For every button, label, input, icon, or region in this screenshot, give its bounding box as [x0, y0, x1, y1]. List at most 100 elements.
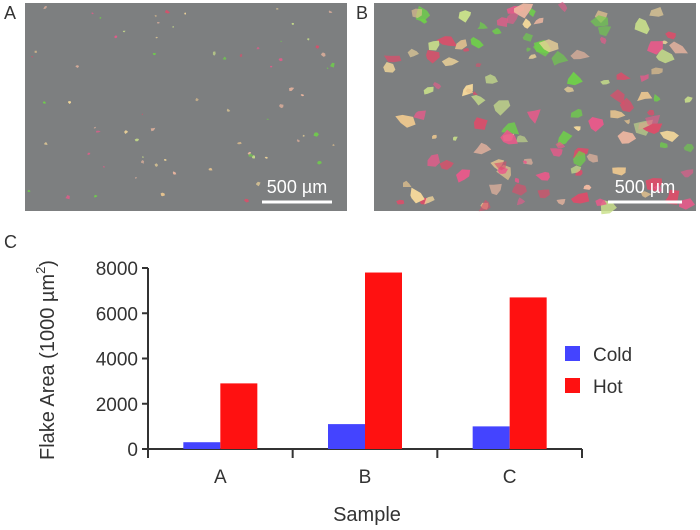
flake	[212, 51, 216, 56]
flake	[432, 82, 442, 90]
flake	[656, 48, 675, 64]
flake	[475, 63, 482, 67]
flake	[506, 11, 519, 25]
flake	[135, 177, 137, 179]
flake	[527, 109, 541, 124]
y-tick-label: 0	[127, 440, 138, 461]
y-tick-label: 4000	[96, 350, 138, 371]
flake	[597, 26, 612, 37]
flake	[396, 199, 405, 205]
flake	[27, 189, 31, 192]
micrograph-a-flakes	[27, 6, 335, 203]
flake	[478, 199, 491, 212]
flake	[462, 48, 470, 52]
flake	[313, 132, 319, 137]
y-axis-label-main: Flake Area (1000 µm	[37, 274, 59, 460]
flake	[426, 50, 440, 64]
flake	[516, 135, 529, 143]
legend-label-hot: Hot	[593, 377, 623, 398]
flake	[557, 1, 568, 13]
flake	[642, 123, 663, 134]
flake	[528, 54, 537, 59]
flake	[624, 119, 630, 125]
micrograph-b-background	[374, 3, 696, 211]
bar-cold-a	[183, 442, 221, 449]
flake	[491, 27, 502, 35]
flake	[289, 87, 295, 92]
flake	[647, 109, 655, 116]
bar-hot-b	[365, 272, 402, 449]
flake	[330, 62, 335, 68]
flake	[432, 134, 437, 139]
flake	[152, 53, 156, 56]
flake	[473, 117, 488, 130]
legend-label-cold: Cold	[593, 345, 632, 366]
flake	[226, 108, 231, 112]
flake	[494, 161, 507, 171]
y-axis-label: Flake Area (1000 µm2)	[33, 260, 59, 460]
flake	[555, 141, 566, 149]
flake	[669, 41, 688, 54]
bar-cold-b	[328, 424, 365, 449]
flake	[156, 22, 160, 24]
flake	[164, 159, 167, 161]
flake	[413, 110, 426, 120]
flake	[172, 26, 174, 28]
flake	[640, 191, 652, 198]
x-axis-label: Sample	[333, 504, 401, 526]
flake	[395, 114, 416, 128]
flake	[549, 148, 563, 157]
flake	[660, 142, 668, 149]
flake	[251, 155, 255, 159]
flake	[67, 101, 72, 104]
flake	[424, 196, 435, 205]
flake	[651, 67, 663, 75]
flake	[600, 79, 610, 85]
y-ticks: 0 2000 4000 6000 8000	[96, 259, 148, 461]
flake	[87, 152, 91, 155]
y-axis-label-superscript: 2	[33, 267, 48, 274]
flake	[456, 169, 471, 183]
flake	[332, 143, 335, 146]
flake	[172, 171, 177, 175]
flake	[535, 171, 550, 181]
flake	[599, 36, 607, 45]
x-tick-label: C	[503, 467, 517, 488]
flake	[208, 167, 213, 171]
flake	[649, 7, 664, 17]
flake	[538, 39, 559, 53]
flake	[514, 177, 520, 184]
flake	[617, 131, 637, 144]
flake	[637, 91, 653, 102]
flake	[102, 166, 105, 168]
flake	[403, 180, 412, 187]
flake	[680, 169, 694, 178]
flake	[134, 138, 139, 142]
flake	[473, 142, 492, 155]
flake	[645, 114, 661, 126]
x-tick-label: B	[359, 467, 372, 488]
flake	[522, 160, 527, 165]
flake	[383, 62, 396, 73]
x-tick-label: A	[214, 467, 227, 488]
flake	[96, 130, 101, 133]
flake	[155, 36, 158, 39]
flake	[142, 156, 144, 158]
flake	[248, 153, 254, 157]
flake	[315, 45, 320, 49]
scale-label-b: 500 µm	[615, 177, 675, 197]
flake	[556, 199, 566, 206]
flake	[411, 8, 423, 18]
panel-label-b: B	[356, 3, 369, 23]
flake	[436, 36, 458, 47]
flake	[99, 17, 102, 19]
flake	[256, 181, 261, 187]
flake	[300, 94, 304, 97]
flake	[551, 50, 569, 66]
flake	[653, 94, 661, 102]
flake	[496, 17, 509, 27]
flake	[307, 38, 310, 41]
flake	[471, 95, 486, 106]
flake	[610, 110, 626, 119]
